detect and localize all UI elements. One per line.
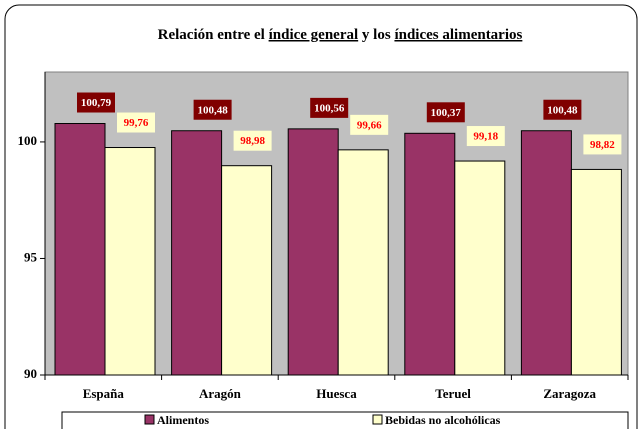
title-run: Relación entre el [158, 27, 269, 43]
data-label: 98,82 [590, 139, 615, 151]
data-label: 100,48 [547, 104, 578, 116]
data-label: 100,48 [197, 104, 228, 116]
bar [171, 130, 223, 376]
data-label: 99,76 [124, 117, 149, 129]
data-label-box [77, 92, 115, 113]
y-tick-label: 95 [24, 249, 38, 264]
data-label-box [466, 126, 505, 147]
title-run: y los [358, 27, 394, 43]
legend-swatch [144, 414, 155, 425]
bar [454, 160, 506, 376]
x-tick-label: Aragón [199, 386, 242, 401]
data-label-box [426, 102, 465, 123]
bar [287, 128, 339, 376]
data-label-box [543, 99, 582, 120]
data-label-box [350, 114, 389, 135]
bar [570, 168, 622, 376]
legend-swatch [372, 414, 383, 425]
legend-label: Bebidas no alcohólicas [385, 413, 501, 427]
data-label: 100,79 [81, 97, 112, 109]
bar [54, 123, 106, 376]
x-tick-label: Huesca [316, 386, 357, 401]
bar [520, 130, 572, 376]
data-label: 98,98 [240, 135, 265, 147]
data-label-box [117, 112, 155, 133]
x-tick-label: España [83, 386, 125, 401]
data-label-box [193, 99, 232, 120]
data-label: 100,56 [314, 102, 345, 114]
data-label-box [583, 134, 622, 155]
y-tick-label: 100 [18, 133, 38, 148]
data-label: 99,18 [473, 131, 498, 143]
chart-title: Relación entre el índice general y los í… [158, 27, 523, 43]
data-label: 99,66 [357, 119, 382, 131]
y-tick-label: 90 [24, 366, 37, 381]
x-tick-label: Teruel [435, 386, 471, 401]
bar [221, 165, 273, 376]
title-run: índice general [269, 27, 359, 43]
bar [404, 132, 456, 376]
data-label: 100,37 [431, 107, 462, 119]
title-run: índices alimentarios [394, 27, 522, 43]
legend-label: Alimentos [157, 413, 209, 427]
bar [104, 147, 156, 376]
data-label-box [310, 97, 349, 118]
x-tick-label: Zaragoza [543, 386, 596, 401]
data-label-box [233, 130, 272, 151]
legend-box [61, 411, 629, 429]
bar [337, 149, 389, 376]
